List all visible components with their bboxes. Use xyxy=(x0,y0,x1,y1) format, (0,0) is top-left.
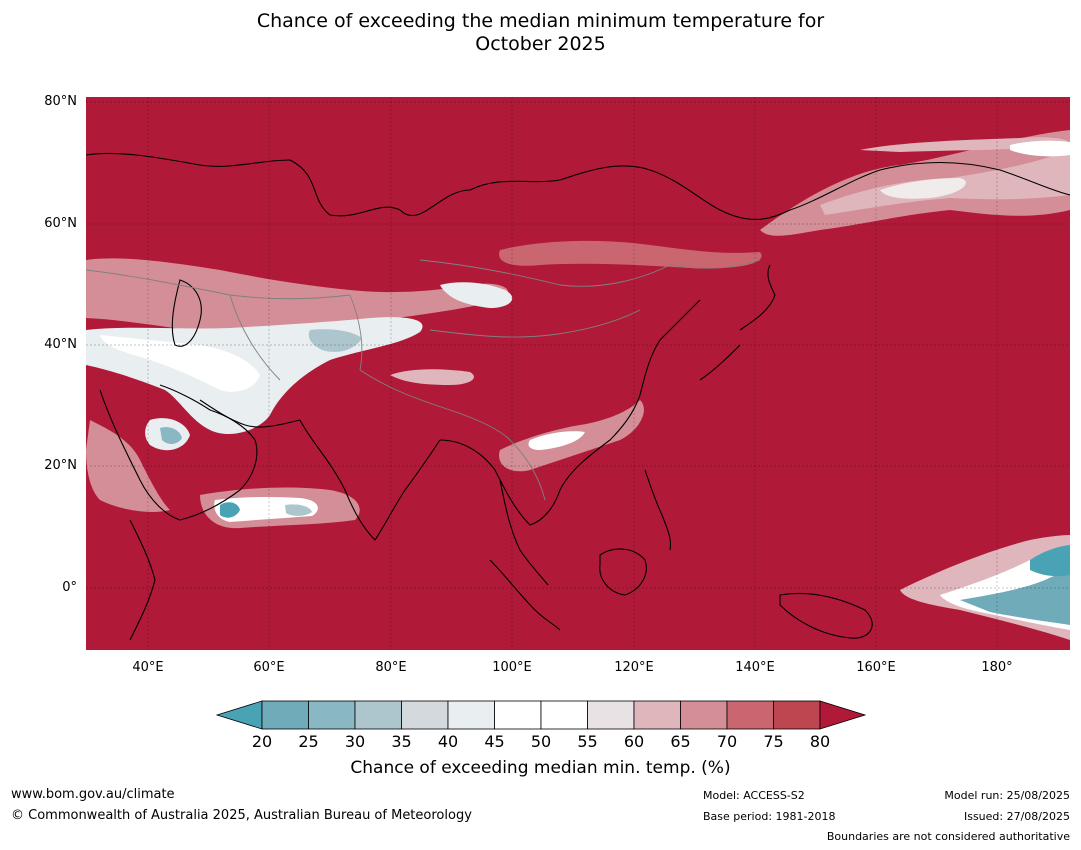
colorbar-extend-low xyxy=(215,700,263,730)
lat-label-80n: 80°N xyxy=(44,94,77,109)
lon-label-100e: 100°E xyxy=(492,660,532,675)
colorbar-tick-label: 75 xyxy=(763,732,784,751)
colorbar-tick-label: 25 xyxy=(298,732,319,751)
footer-model-run: Model run: 25/08/2025 xyxy=(944,789,1070,802)
lat-label-20n: 20°N xyxy=(44,458,77,473)
colorbar-cell xyxy=(587,700,635,730)
footer-issued: Issued: 27/08/2025 xyxy=(963,810,1070,823)
colorbar-cell xyxy=(726,700,774,730)
lat-label-0: 0° xyxy=(62,580,77,595)
colorbar-cell xyxy=(680,700,728,730)
colorbar-tick-label: 60 xyxy=(623,732,645,751)
chart-title: Chance of exceeding the median minimum t… xyxy=(256,10,825,32)
colorbar-cell xyxy=(308,700,356,730)
colorbar-cell xyxy=(773,700,821,730)
lon-label-40e: 40°E xyxy=(132,660,164,675)
footer-base-period: Base period: 1981-2018 xyxy=(703,810,836,823)
probability-map xyxy=(86,97,1070,650)
colorbar-cell xyxy=(354,700,402,730)
colorbar-cell xyxy=(633,700,681,730)
colorbar-tick-label: 45 xyxy=(484,732,505,751)
chart-subtitle: October 2025 xyxy=(475,33,606,55)
colorbar xyxy=(215,700,867,730)
colorbar-tick-label: 55 xyxy=(577,732,598,751)
colorbar-cell xyxy=(261,700,309,730)
colorbar-extend-high xyxy=(819,700,867,730)
colorbar-tick-label: 70 xyxy=(716,732,738,751)
colorbar-tick-label: 50 xyxy=(530,732,552,751)
colorbar-cell xyxy=(540,700,588,730)
lon-label-60e: 60°E xyxy=(253,660,285,675)
coastlines xyxy=(86,152,1070,641)
footer-model: Model: ACCESS-S2 xyxy=(703,789,805,802)
colorbar-tick-label: 80 xyxy=(809,732,831,751)
graticule xyxy=(86,97,1070,650)
lower-chance-patches xyxy=(86,130,1070,640)
lon-label-120e: 120°E xyxy=(614,660,654,675)
lat-label-60n: 60°N xyxy=(44,216,77,231)
footer-copyright: © Commonwealth of Australia 2025, Austra… xyxy=(11,808,472,823)
lon-label-80e: 80°E xyxy=(375,660,407,675)
colorbar-label: Chance of exceeding median min. temp. (%… xyxy=(350,758,731,778)
lon-label-180: 180° xyxy=(981,660,1013,675)
colorbar-cell xyxy=(447,700,495,730)
footer-url: www.bom.gov.au/climate xyxy=(11,787,175,802)
colorbar-tick-label: 35 xyxy=(391,732,412,751)
colorbar-cell xyxy=(401,700,449,730)
lat-label-40n: 40°N xyxy=(44,337,77,352)
colorbar-tick-label: 40 xyxy=(437,732,459,751)
colorbar-tick-label: 65 xyxy=(670,732,691,751)
lon-label-160e: 160°E xyxy=(856,660,896,675)
colorbar-cell xyxy=(494,700,542,730)
footer-disclaimer: Boundaries are not considered authoritat… xyxy=(826,830,1070,843)
country-borders xyxy=(86,259,761,501)
colorbar-tick-label: 30 xyxy=(344,732,366,751)
lon-label-140e: 140°E xyxy=(735,660,775,675)
colorbar-tick-label: 20 xyxy=(251,732,273,751)
